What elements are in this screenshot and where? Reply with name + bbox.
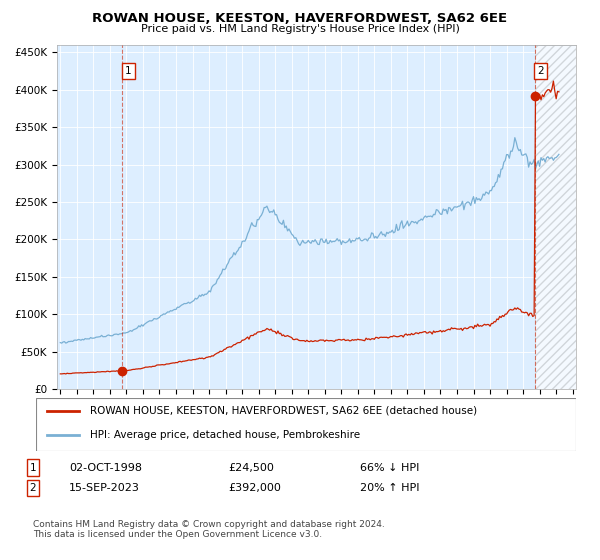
Text: 66% ↓ HPI: 66% ↓ HPI — [360, 463, 419, 473]
Text: 20% ↑ HPI: 20% ↑ HPI — [360, 483, 419, 493]
Text: 02-OCT-1998: 02-OCT-1998 — [69, 463, 142, 473]
Text: HPI: Average price, detached house, Pembrokeshire: HPI: Average price, detached house, Pemb… — [90, 430, 360, 440]
Text: 1: 1 — [29, 463, 37, 473]
Text: 2: 2 — [29, 483, 37, 493]
Text: ROWAN HOUSE, KEESTON, HAVERFORDWEST, SA62 6EE (detached house): ROWAN HOUSE, KEESTON, HAVERFORDWEST, SA6… — [90, 406, 477, 416]
Text: 2: 2 — [538, 66, 544, 76]
FancyBboxPatch shape — [36, 398, 576, 451]
Text: Price paid vs. HM Land Registry's House Price Index (HPI): Price paid vs. HM Land Registry's House … — [140, 24, 460, 34]
Text: 15-SEP-2023: 15-SEP-2023 — [69, 483, 140, 493]
Text: £24,500: £24,500 — [228, 463, 274, 473]
Text: ROWAN HOUSE, KEESTON, HAVERFORDWEST, SA62 6EE: ROWAN HOUSE, KEESTON, HAVERFORDWEST, SA6… — [92, 12, 508, 25]
Text: Contains HM Land Registry data © Crown copyright and database right 2024.
This d: Contains HM Land Registry data © Crown c… — [33, 520, 385, 539]
Bar — [535, 45, 581, 389]
Bar — [535, 45, 581, 389]
Text: £392,000: £392,000 — [228, 483, 281, 493]
Text: 1: 1 — [125, 66, 131, 76]
